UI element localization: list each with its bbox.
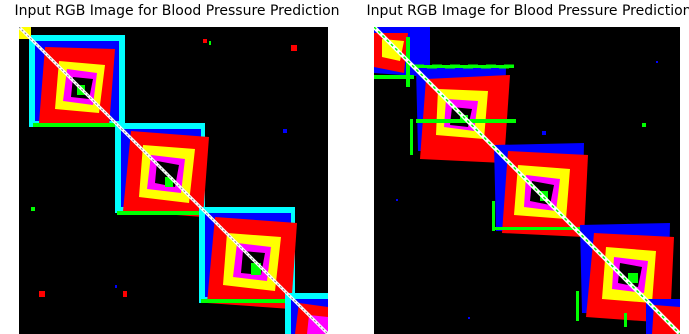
diagonal-block-3	[199, 207, 297, 309]
diagonal-block-3	[492, 143, 590, 237]
panel-title-right: Input RGB Image for Blood Pressure Predi…	[366, 3, 689, 19]
rgb-image-right-canvas	[374, 27, 680, 334]
panel-title-left: Input RGB Image for Blood Pressure Predi…	[14, 3, 340, 19]
rgb-image-left	[19, 27, 328, 334]
rgb-image-right	[374, 27, 680, 334]
rgb-image-left-canvas	[19, 27, 328, 334]
